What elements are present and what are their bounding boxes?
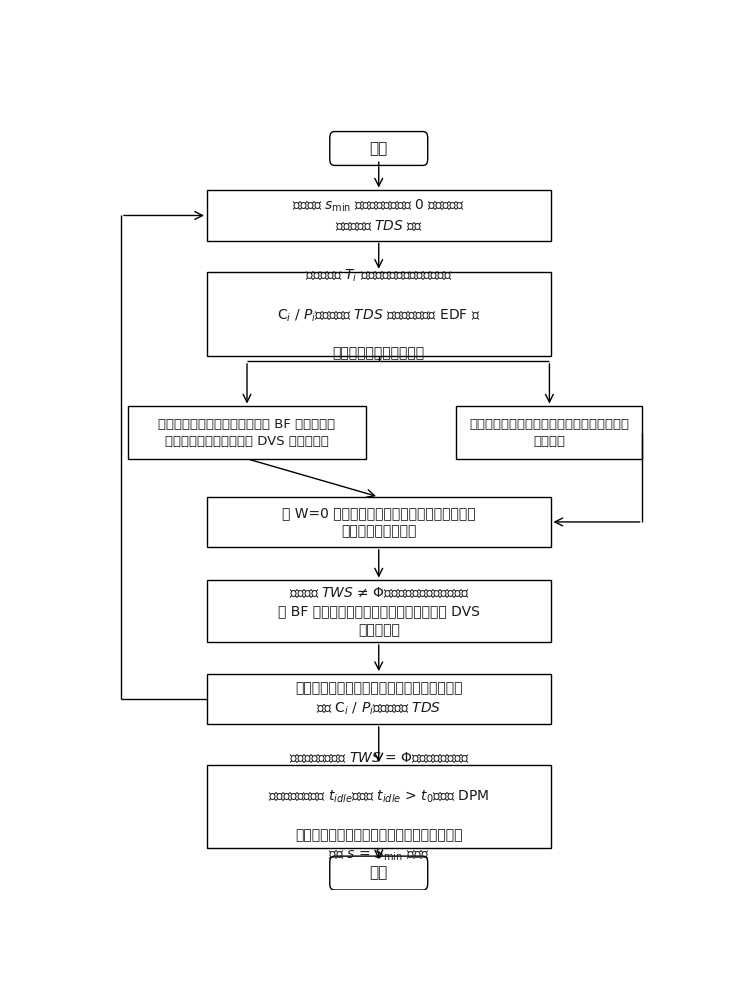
Bar (207, 272, 551, 356)
Text: 如果速度不低于关键速度，则处理器按当前速
度执行。: 如果速度不低于关键速度，则处理器按当前速 度执行。 (469, 418, 630, 448)
Text: 最小速度 $s_{\mathrm{min}}$ 运行；初始化所有 0 时刻到达的
任务，加入 $TDS$ 队列: 最小速度 $s_{\mathrm{min}}$ 运行；初始化所有 0 时刻到达的… (292, 198, 466, 233)
Text: 如果此时 $TWS$ ≠ Φ，有后续任务被激活，则使
用 BF 方法判断是否采用关键速度或者传统 DVS
调度策略；: 如果此时 $TWS$ ≠ Φ，有后续任务被激活，则使 用 BF 方法判断是否采用… (278, 586, 480, 637)
FancyBboxPatch shape (330, 856, 428, 890)
Bar (457, 406, 642, 459)
FancyBboxPatch shape (330, 132, 428, 165)
Text: 当 W=0 时，任务完成，根据任务的真实执行时
间更新处理器频率，: 当 W=0 时，任务完成，根据任务的真实执行时 间更新处理器频率， (282, 506, 476, 538)
Bar (207, 190, 551, 241)
Text: 开始: 开始 (370, 141, 388, 156)
Text: 如果任务执行完后 $TWS$ = Φ，没有新任务被激

活，计算空闲时间 $t_{idle}$。如果 $t_{idle}$ > $t_0$，利用 DPM

技术: 如果任务执行完后 $TWS$ = Φ，没有新任务被激 活，计算空闲时间 $t_{… (268, 751, 489, 863)
Bar (207, 765, 551, 848)
Text: 如果速度低于关键速度，则使用 BF 方法判断是
否采用关键速度或者传统 DVS 调度策略。: 如果速度低于关键速度，则使用 BF 方法判断是 否采用关键速度或者传统 DVS … (158, 418, 336, 448)
Text: 当执行时间超过任务最后截止期限，这时速度
减少 $\mathrm{C}_i$ / $P_i$，加入集合 $TDS$: 当执行时间超过任务最后截止期限，这时速度 减少 $\mathrm{C}_i$ /… (295, 681, 463, 717)
Bar (207, 674, 551, 724)
Text: 当有新任务 $T_i$ 释放时，设置处理器速度增加

$\mathrm{C}_i$ / $P_i$，该任务从 $TDS$ 集合移出，根据 EDF 策

略选择将: 当有新任务 $T_i$ 释放时，设置处理器速度增加 $\mathrm{C}_i$… (277, 268, 480, 360)
Bar (207, 497, 551, 547)
Bar (128, 406, 366, 459)
Bar (207, 580, 551, 642)
Text: 结束: 结束 (370, 866, 388, 881)
